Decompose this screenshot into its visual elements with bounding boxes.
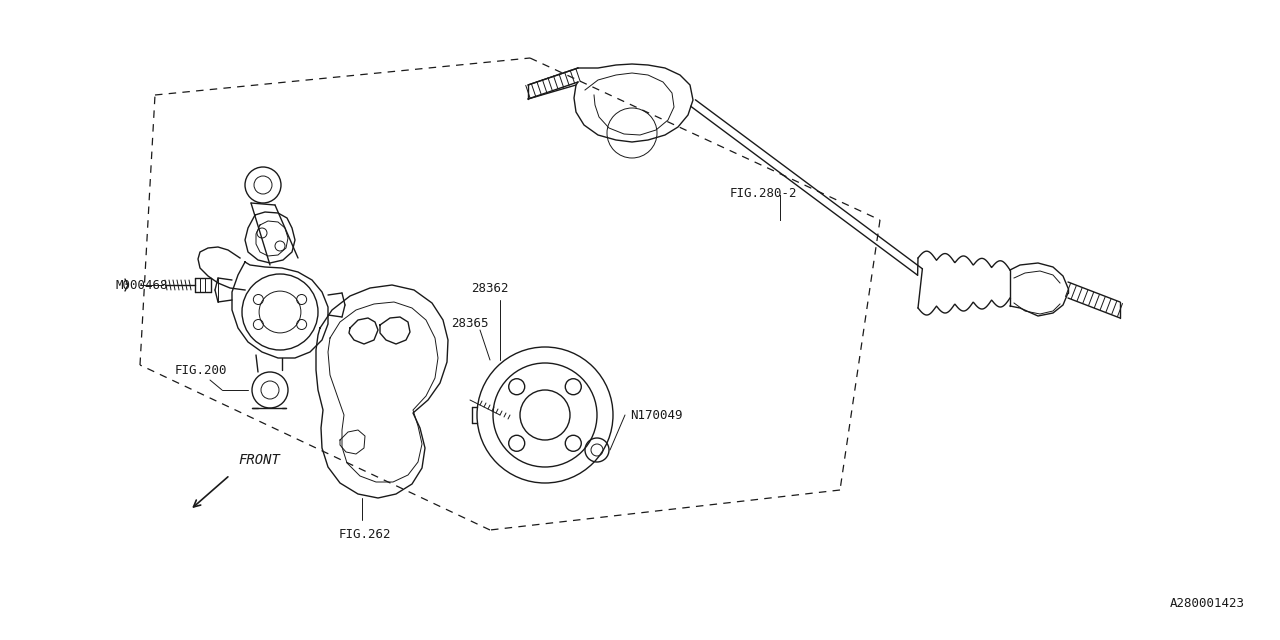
Text: FIG.200: FIG.200 xyxy=(175,364,228,376)
Text: 28362: 28362 xyxy=(471,282,508,295)
Text: FIG.280-2: FIG.280-2 xyxy=(730,187,797,200)
Text: M000468: M000468 xyxy=(115,278,168,291)
Text: A280001423: A280001423 xyxy=(1170,597,1245,610)
Text: 28365: 28365 xyxy=(452,317,489,330)
Text: FIG.262: FIG.262 xyxy=(339,528,392,541)
Text: N170049: N170049 xyxy=(630,408,682,422)
Text: FRONT: FRONT xyxy=(238,453,280,467)
